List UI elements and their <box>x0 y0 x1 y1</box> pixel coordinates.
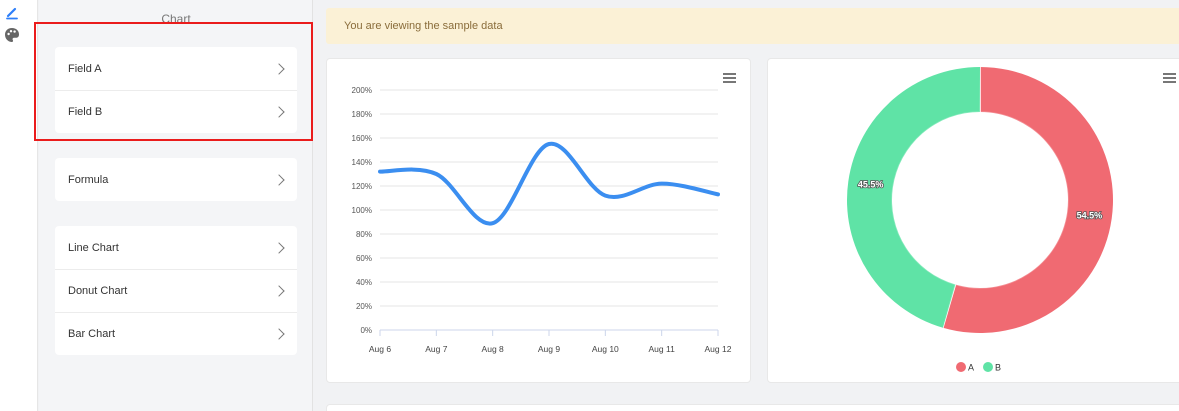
chevron-right-icon <box>273 62 285 75</box>
donut-slice-shade <box>846 67 980 328</box>
field-b-label: Field B <box>68 106 103 118</box>
x-tick-label: Aug 9 <box>538 344 560 354</box>
data-label: 45.5% <box>858 179 884 189</box>
chevron-right-icon <box>273 328 285 340</box>
icon-rail <box>0 0 38 411</box>
x-tick-label: Aug 7 <box>425 344 447 354</box>
y-tick-label: 160% <box>352 134 372 143</box>
donut-chart-item[interactable]: Donut Chart <box>55 269 297 312</box>
chevron-right-icon <box>273 106 285 118</box>
bar-chart-item[interactable]: Bar Chart <box>55 312 297 355</box>
field-a-item[interactable]: Field A <box>55 47 297 90</box>
line-chart-item[interactable]: Line Chart <box>55 226 297 269</box>
series-line <box>378 141 720 226</box>
x-tick-label: Aug 8 <box>482 344 504 354</box>
chart-settings-panel: Chart Field A Field B Formula Line Chart… <box>39 0 313 411</box>
y-tick-label: 180% <box>352 110 372 119</box>
main-content: You are viewing the sample data 0% 20% 40%… <box>313 0 1179 411</box>
chart-type-group: Line Chart Donut Chart Bar Chart <box>55 226 297 355</box>
donut-chart-label: Donut Chart <box>68 285 128 297</box>
y-tick-label: 200% <box>352 86 372 95</box>
formula-item[interactable]: Formula <box>55 158 297 201</box>
field-b-item[interactable]: Field B <box>55 90 297 133</box>
donut-slice-shade <box>942 67 1113 333</box>
legend-label-a: A <box>968 363 974 373</box>
formula-group: Formula <box>55 158 297 201</box>
legend-label-b: B <box>995 363 1001 373</box>
x-tick-label: Aug 10 <box>592 344 619 354</box>
donut-chart: 54.5% 45.5% A B <box>846 66 1114 373</box>
line-chart: 0% 20% 40% 60% 80% 100% 120% 140% 160% 180% 200% Au… <box>352 86 732 354</box>
hamburger-menu-icon[interactable] <box>1163 73 1176 83</box>
legend-marker-a <box>956 362 966 372</box>
panel-title: Chart <box>161 12 191 26</box>
x-tick-label: Aug 12 <box>705 344 732 354</box>
field-a-label: Field A <box>68 62 102 75</box>
pencil-icon[interactable] <box>3 3 21 21</box>
y-tick-label: 20% <box>356 302 372 311</box>
bar-chart-label: Bar Chart <box>68 328 116 340</box>
donut-chart-card: 54.5% 45.5% A B <box>767 58 1179 383</box>
sample-data-banner: You are viewing the sample data <box>326 8 1179 44</box>
field-group: Field A Field B <box>55 47 297 133</box>
chevron-right-icon <box>273 285 285 297</box>
x-tick-label: Aug 11 <box>649 344 676 354</box>
line-chart-card: 0% 20% 40% 60% 80% 100% 120% 140% 160% 180% 200% Au… <box>326 58 751 383</box>
y-tick-label: 120% <box>352 182 372 191</box>
x-tick-label: Aug 6 <box>369 344 391 354</box>
y-tick-label: 100% <box>352 206 372 215</box>
chevron-right-icon <box>273 241 285 254</box>
y-tick-label: 40% <box>356 278 372 287</box>
bottom-card <box>326 404 1179 411</box>
chevron-right-icon <box>273 173 285 186</box>
y-tick-label: 140% <box>352 158 372 167</box>
y-tick-label: 0% <box>360 326 372 335</box>
y-tick-label: 80% <box>356 230 372 239</box>
line-chart-label: Line Chart <box>68 241 119 254</box>
data-label: 54.5% <box>1077 211 1103 221</box>
palette-icon[interactable] <box>3 26 21 44</box>
legend-marker-b <box>983 362 993 372</box>
hamburger-menu-icon[interactable] <box>723 73 736 83</box>
formula-label: Formula <box>68 173 109 186</box>
y-tick-label: 60% <box>356 254 372 263</box>
